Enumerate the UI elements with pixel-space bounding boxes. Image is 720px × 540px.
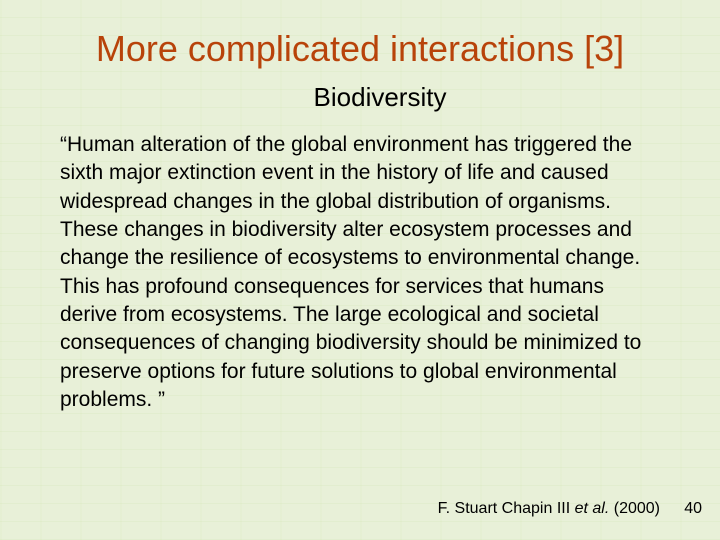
citation-etal: et al.	[575, 500, 610, 517]
slide-body-text: “Human alteration of the global environm…	[50, 131, 670, 414]
slide-subtitle: Biodiversity	[90, 82, 670, 113]
slide-title: More complicated interactions [3]	[50, 28, 670, 70]
citation-author: F. Stuart Chapin III	[438, 500, 571, 517]
citation-year: (2000)	[614, 500, 660, 517]
slide-container: More complicated interactions [3] Biodiv…	[0, 0, 720, 540]
page-number: 40	[684, 500, 702, 518]
citation: F. Stuart Chapin III et al. (2000)	[438, 500, 660, 518]
